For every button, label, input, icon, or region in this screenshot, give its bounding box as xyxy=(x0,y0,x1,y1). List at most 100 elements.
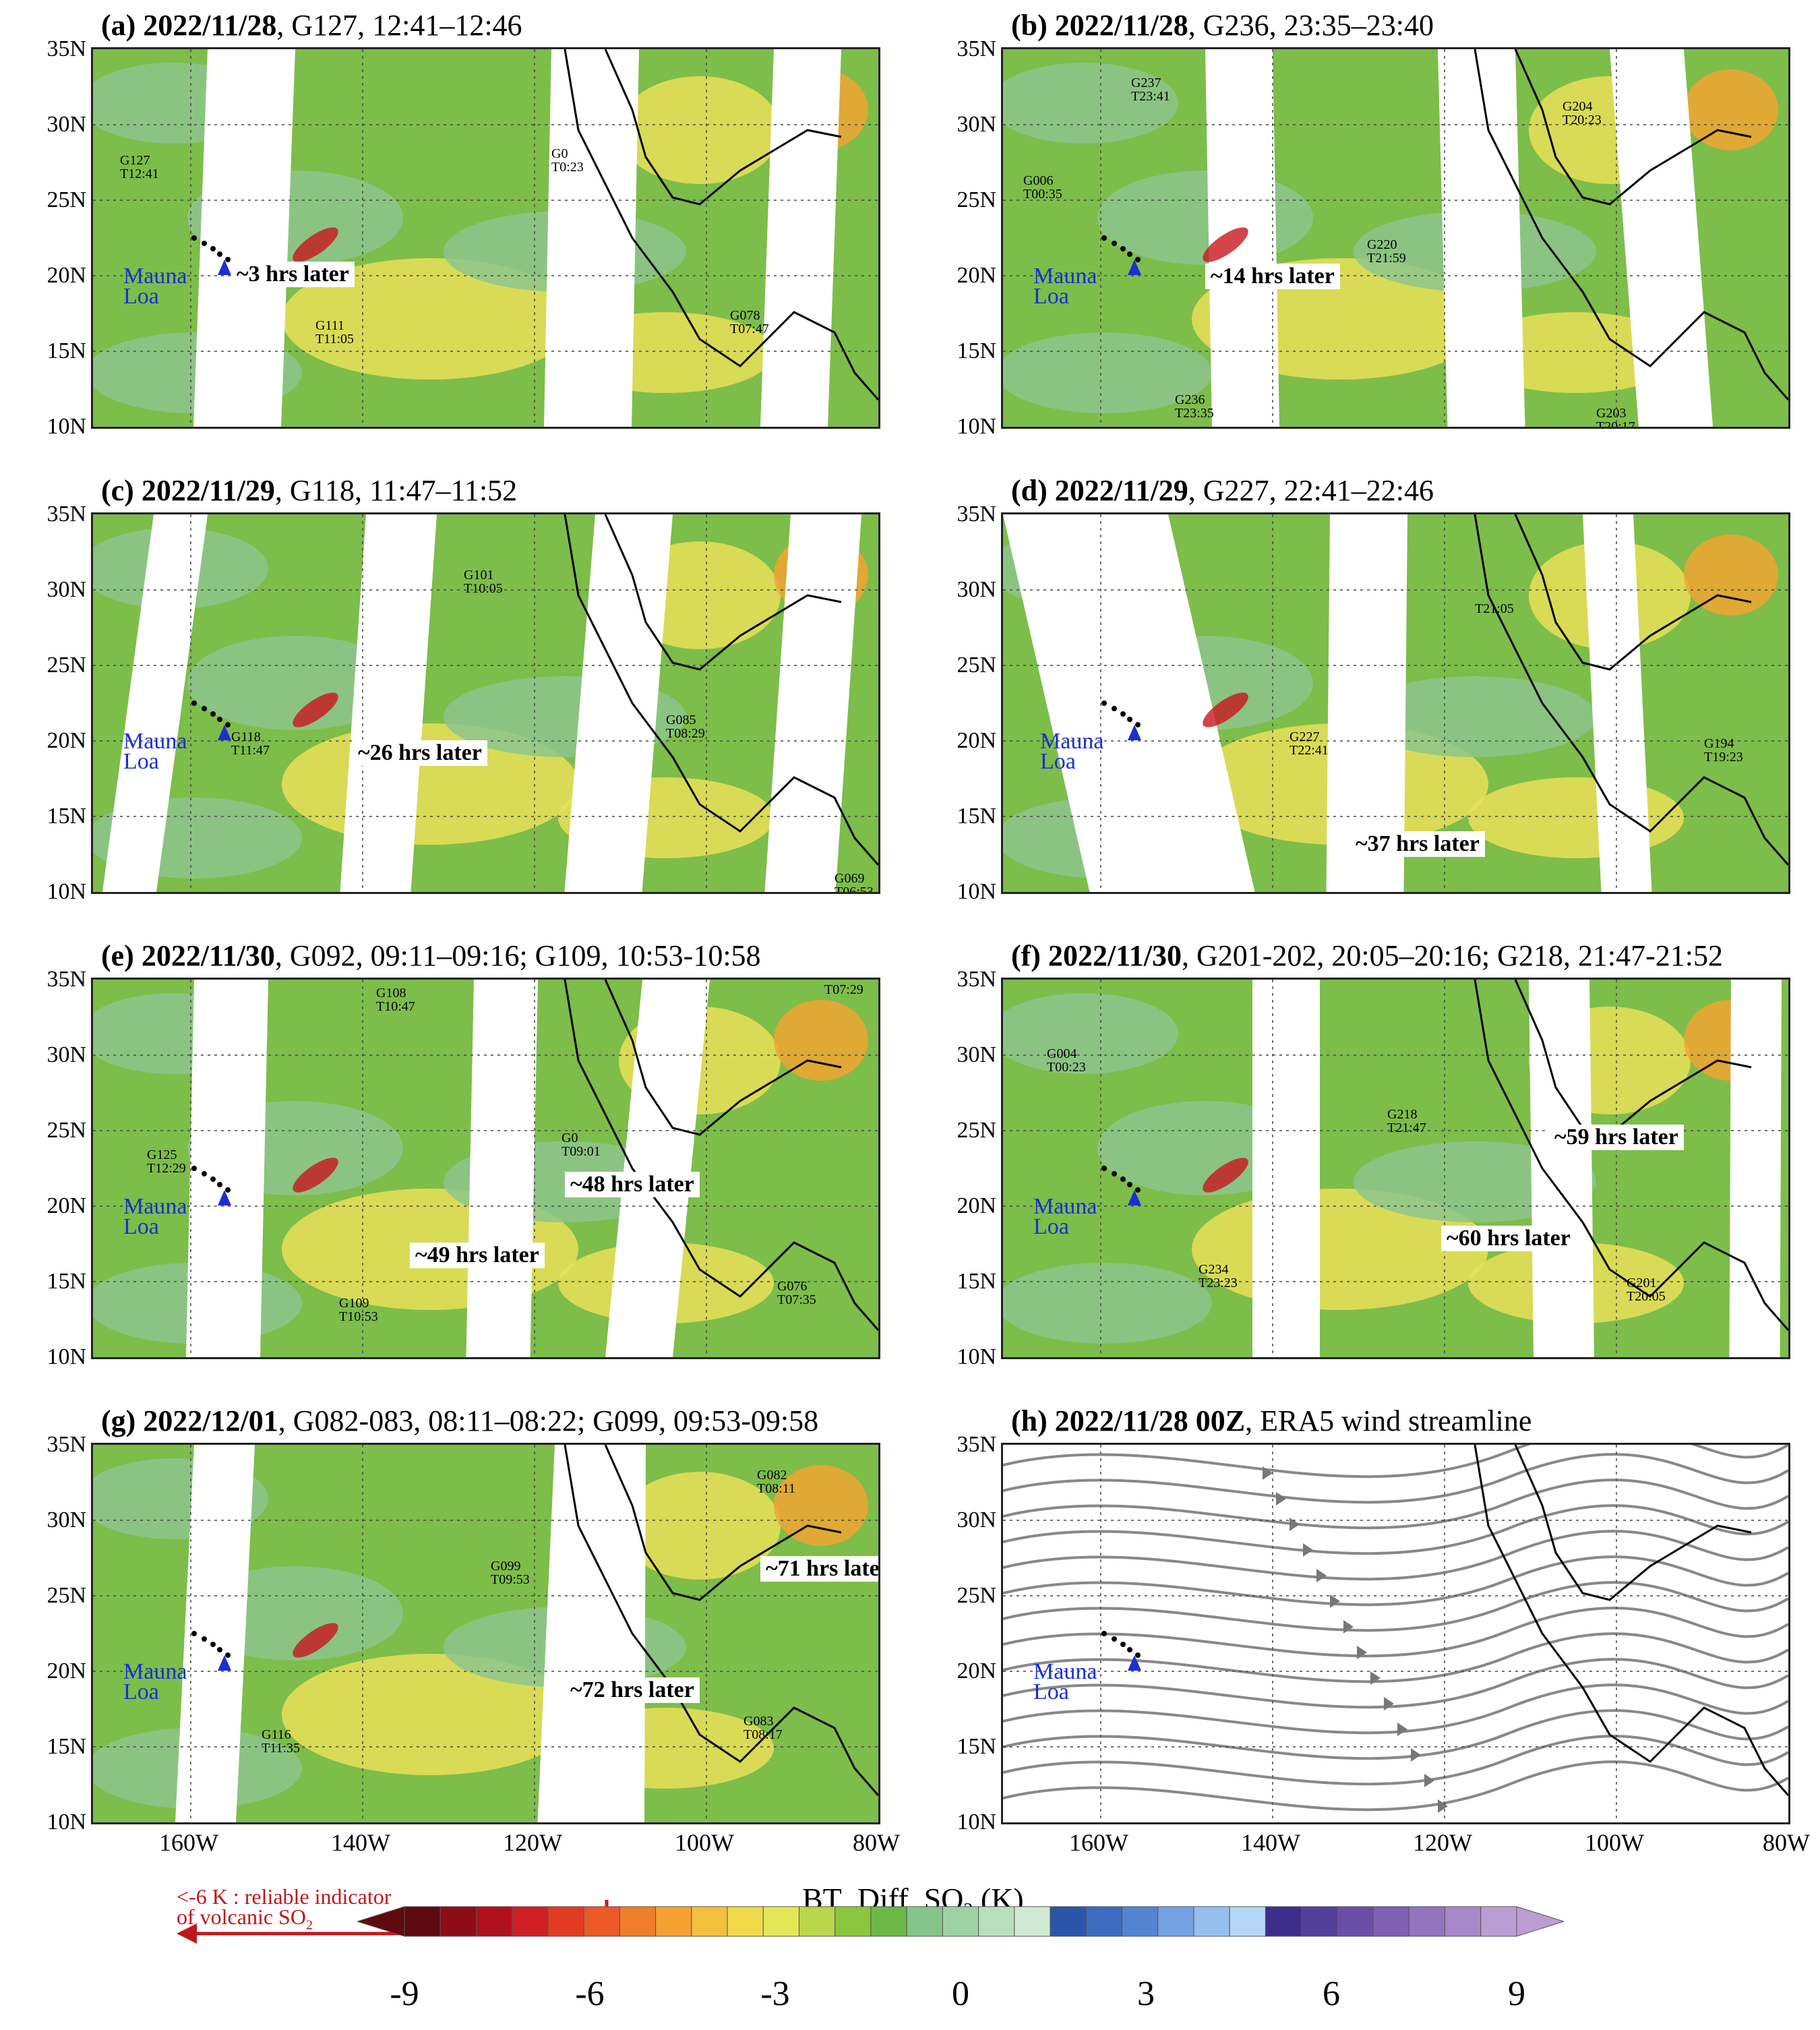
panel-date: (g) 2022/12/01 xyxy=(101,1404,278,1437)
latitude-label: 35N xyxy=(957,967,996,992)
latitude-label: 10N xyxy=(47,414,86,439)
longitude-label: 80W xyxy=(1763,1829,1810,1856)
colorbar-segment xyxy=(583,1906,620,1937)
wind-streamline xyxy=(1003,1735,1788,1786)
note-line-1: <-6 K : reliable indicator xyxy=(177,1884,392,1909)
panel-date: (a) 2022/11/28 xyxy=(101,9,277,42)
latitude-label: 20N xyxy=(47,263,86,288)
map-canvas xyxy=(93,1445,878,1822)
hawaii-island xyxy=(1127,251,1132,257)
granule-label: G082 T08:11 xyxy=(757,1468,796,1496)
colorbar-segment xyxy=(870,1906,907,1937)
time-lag-annotation: ~72 hrs later xyxy=(565,1677,700,1703)
map-canvas xyxy=(1003,514,1788,892)
volcano-marker-icon xyxy=(1128,260,1141,275)
panel-date: (e) 2022/11/30 xyxy=(101,939,275,972)
hawaii-island xyxy=(191,700,197,706)
data-gap-swath xyxy=(1326,514,1407,892)
hawaii-island xyxy=(1120,246,1126,251)
data-gap-swath xyxy=(193,49,295,427)
hawaii-island xyxy=(202,1171,207,1176)
volcano-marker-icon xyxy=(218,725,231,740)
colorbar-tick-label: 6 xyxy=(1323,1975,1340,2013)
reliable-indicator-note: <-6 K : reliable indicator of volcanic S… xyxy=(177,1886,391,1935)
latitude-label: 15N xyxy=(957,1269,996,1294)
colorbar-segment xyxy=(512,1906,549,1937)
latitude-label: 10N xyxy=(47,1810,86,1834)
colorbar-tick-label: 9 xyxy=(1508,1975,1525,2013)
hawaii-island xyxy=(191,235,197,241)
colorbar-segment xyxy=(547,1906,584,1937)
colorbar-segment xyxy=(655,1906,692,1937)
wind-streamline xyxy=(1003,1581,1788,1632)
latitude-label: 35N xyxy=(957,502,996,527)
granule-label: G069 T06:53 xyxy=(835,871,874,894)
latitude-label: 20N xyxy=(47,1193,86,1218)
data-gap-swath xyxy=(564,514,673,892)
latitude-label: 10N xyxy=(47,1344,86,1369)
data-gap-swath xyxy=(760,49,841,427)
coastline xyxy=(564,49,878,400)
longitude-label: 140W xyxy=(331,1829,390,1856)
map-canvas xyxy=(93,49,878,427)
data-gap-swath xyxy=(1003,514,1255,892)
latitude-label: 10N xyxy=(957,1810,996,1834)
data-gap-swath xyxy=(102,514,208,892)
map-canvas xyxy=(1003,980,1788,1357)
panel-a: (a) 2022/11/28, G127, 12:41–12:46 G127 T12… xyxy=(0,0,910,485)
map-area: T21:05 G227 T22:41 G194 T19:23 ~37 hrs later M… xyxy=(1001,512,1790,894)
granule-label: G220 T21:59 xyxy=(1367,237,1406,266)
data-gap-swath xyxy=(764,514,861,892)
granule-label: G227 T22:41 xyxy=(1290,729,1329,758)
panel-info: , G201-202, 20:05–20:16; G218, 21:47-21:… xyxy=(1181,939,1723,972)
field-patch xyxy=(1003,63,1178,144)
hawaii-island xyxy=(202,706,207,711)
hawaii-island xyxy=(1112,1636,1117,1642)
so2-plume xyxy=(1203,1158,1248,1193)
panel-info: , G236, 23:35–23:40 xyxy=(1188,9,1434,42)
colorbar-segment xyxy=(691,1906,728,1937)
granule-label: G101 T10:05 xyxy=(464,568,503,596)
data-gap-swath xyxy=(1610,49,1713,427)
coastline xyxy=(1514,49,1752,206)
hawaii-island xyxy=(202,241,207,246)
granule-label: G109 T10:53 xyxy=(339,1296,378,1324)
longitude-label: 100W xyxy=(1585,1829,1644,1856)
longitude-label: 160W xyxy=(1069,1829,1128,1856)
colorbar-segment xyxy=(1265,1906,1302,1937)
field-patch xyxy=(774,1465,868,1546)
wind-streamline xyxy=(1003,1683,1788,1735)
latitude-label: 30N xyxy=(957,1042,996,1067)
granule-label: G218 T21:47 xyxy=(1387,1107,1426,1135)
granule-label: G204 T20:23 xyxy=(1563,99,1602,127)
granule-label: G234 T23:23 xyxy=(1199,1262,1238,1290)
hawaii-island xyxy=(225,722,231,727)
colorbar-segment xyxy=(1408,1906,1446,1937)
granule-label: G085 T08:29 xyxy=(666,713,705,741)
time-lag-annotation: ~3 hrs later xyxy=(231,262,355,287)
colorbar-segment xyxy=(727,1906,764,1937)
map-area: G237 T23:41 G006 T00:35 G204 T20:23 G220 T21:59… xyxy=(1001,47,1790,429)
wind-streamline xyxy=(1003,1555,1788,1607)
field-patch xyxy=(187,636,403,730)
time-lag-annotation: ~49 hrs later xyxy=(410,1243,545,1268)
colorbar-low-arrow xyxy=(357,1906,405,1937)
field-patch xyxy=(1354,676,1596,757)
field-patch xyxy=(1684,69,1778,150)
panel-d: (d) 2022/11/29, G227, 22:41–22:46 T21:05 G… xyxy=(910,465,1820,951)
map-canvas xyxy=(1003,1445,1788,1822)
longitude-label: 160W xyxy=(159,1829,218,1856)
field-patch xyxy=(619,76,781,184)
field-patch xyxy=(282,1654,578,1775)
granule-label: G116 T11:35 xyxy=(262,1727,301,1756)
data-gap-swath xyxy=(544,49,639,427)
latitude-label: 10N xyxy=(957,1344,996,1369)
longitude-label: 80W xyxy=(853,1829,900,1856)
latitude-label: 10N xyxy=(957,414,996,439)
granule-label: G201 T20:05 xyxy=(1627,1276,1666,1304)
mauna-loa-label: Mauna Loa xyxy=(1033,264,1097,309)
data-gap-swath xyxy=(604,1445,646,1822)
panel-date: (b) 2022/11/28 xyxy=(1011,9,1188,42)
mauna-loa-label: Mauna Loa xyxy=(1033,1659,1097,1704)
